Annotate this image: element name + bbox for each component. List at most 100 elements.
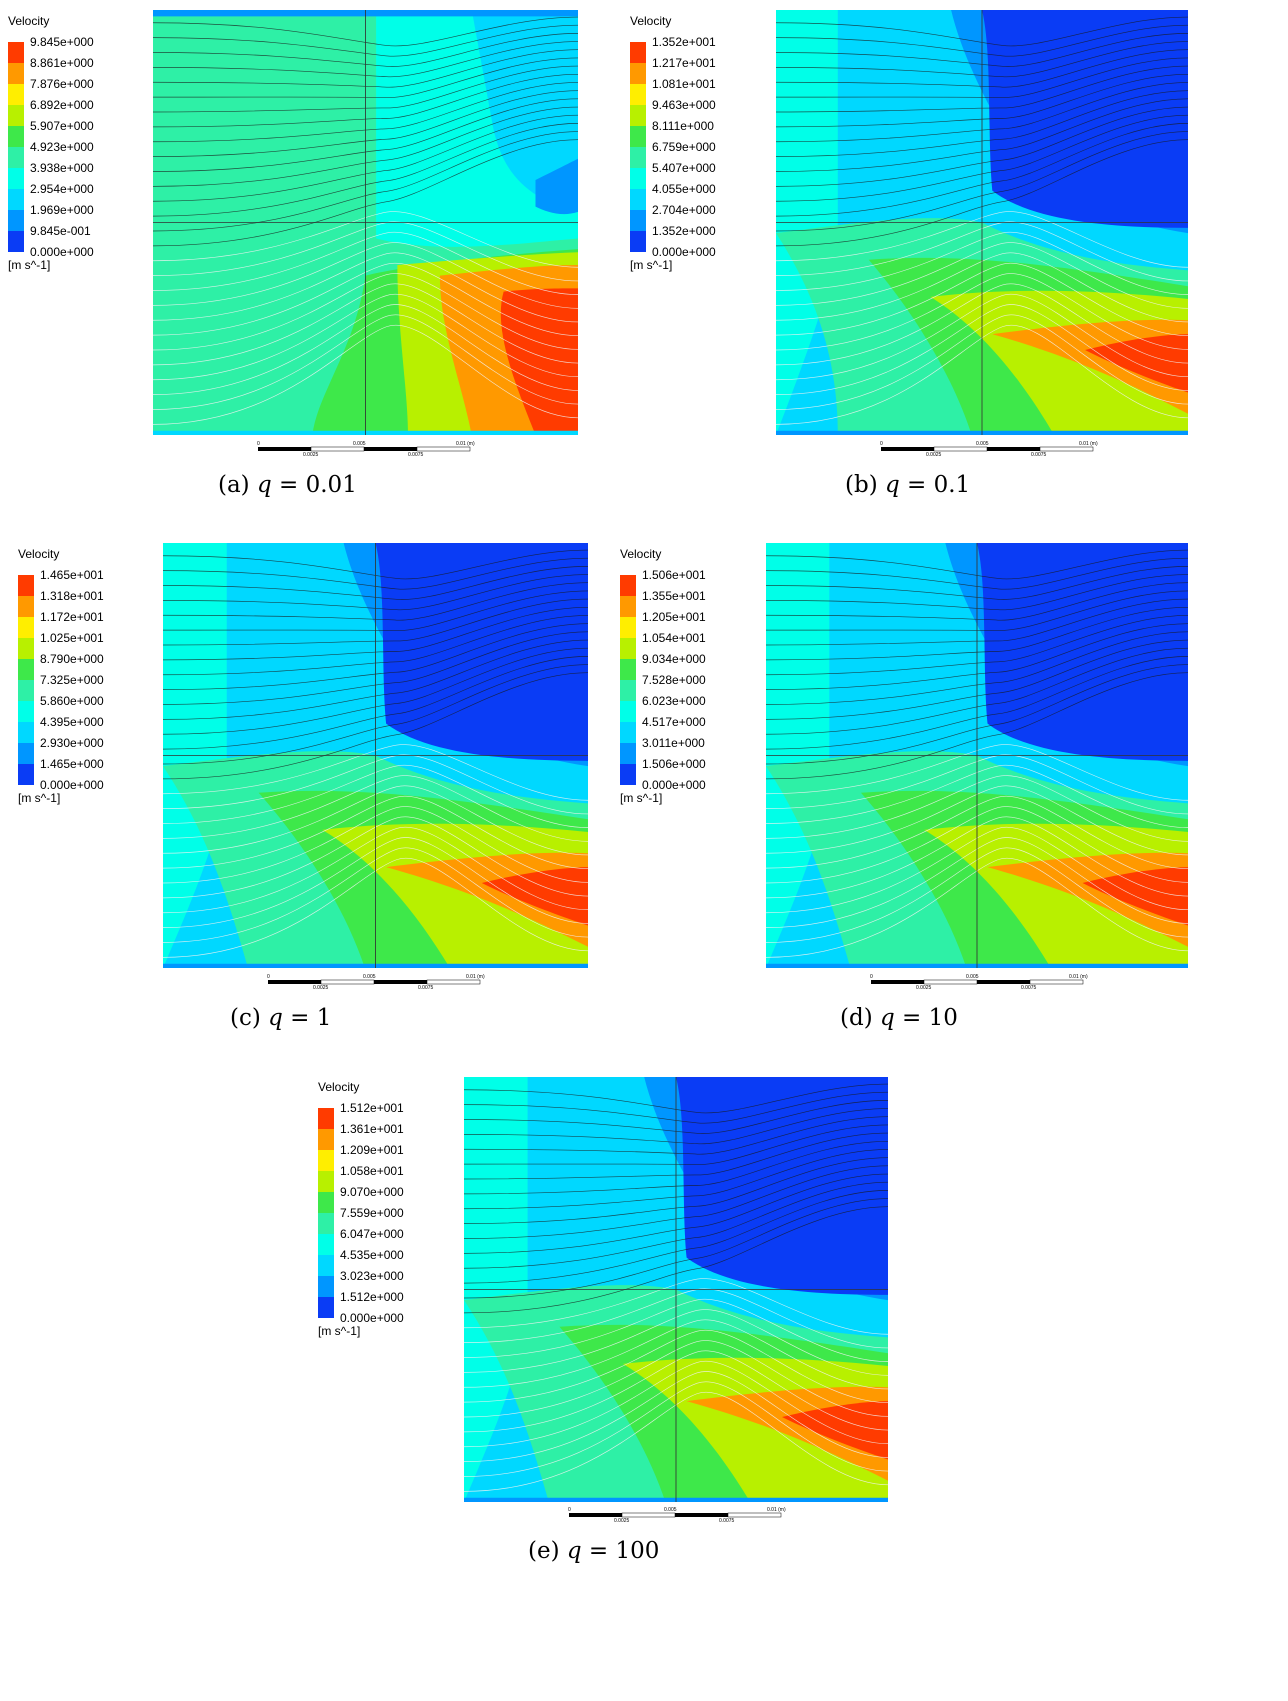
scale-tick-end: 0.01 (m): [1069, 974, 1088, 980]
streamline: [153, 114, 578, 202]
legend-swatch: [630, 147, 646, 168]
streamline: [464, 1381, 888, 1477]
streamline: [163, 664, 588, 765]
legend-value: 1.352e+000: [652, 224, 716, 238]
streamline: [153, 90, 578, 157]
streamline: [464, 1132, 888, 1180]
subfigure-caption: (b) q = 0.1: [845, 472, 970, 498]
scale-seg: [727, 1512, 782, 1518]
scale-tick-end: 0.01 (m): [466, 974, 485, 980]
streamline: [153, 98, 578, 172]
streamline: [163, 574, 588, 611]
legend-unit: [m s^-1]: [620, 791, 663, 805]
streamline: [766, 744, 1188, 801]
streamlines: [464, 1083, 888, 1492]
legend-swatch: [318, 1297, 334, 1318]
scale-tick-0: 0: [568, 1507, 571, 1513]
legend-swatch: [18, 743, 34, 764]
streamlines: [153, 16, 578, 425]
streamline: [163, 837, 588, 928]
streamline: [776, 211, 1188, 268]
scale-seg: [933, 446, 988, 452]
legend-swatch: [620, 680, 636, 701]
legend-value: 4.923e+000: [30, 140, 94, 154]
scale-seg: [310, 446, 365, 452]
legend-value: 1.352e+001: [652, 35, 716, 49]
legend-value: 4.517e+000: [642, 715, 706, 729]
streamline: [153, 273, 578, 351]
scale-tick-mid: 0.005: [966, 974, 979, 980]
streamline: [776, 242, 1188, 309]
streamline: [464, 1360, 888, 1448]
legend-value: 1.512e+001: [340, 1101, 404, 1115]
legend-swatch: [18, 596, 34, 617]
streamline: [766, 647, 1188, 735]
legend-value: 3.023e+000: [340, 1269, 404, 1283]
streamline: [776, 41, 1188, 78]
subfigure-caption: (d) q = 10: [840, 1005, 958, 1031]
legend-value: 1.512e+000: [340, 1290, 404, 1304]
legend-value: 1.506e+001: [642, 568, 706, 582]
legend-value: 2.954e+000: [30, 182, 94, 196]
legend-labels: 1.512e+001 1.361e+001 1.209e+001 1.058e+001…: [340, 1101, 404, 1332]
streamline: [153, 82, 578, 143]
legend-labels: 1.506e+001 1.355e+001 1.205e+001 1.054e+001…: [642, 568, 706, 799]
streamline: [464, 1108, 888, 1145]
legend-title: Velocity: [318, 1080, 360, 1094]
legend-value: 0.000e+000: [652, 245, 716, 259]
streamline: [776, 57, 1188, 98]
streamline: [163, 566, 588, 600]
legend-swatch: [18, 659, 34, 680]
scale-tick-end: 0.01 (m): [1079, 441, 1098, 447]
legend-swatch: [18, 617, 34, 638]
legend-swatch: [18, 575, 34, 596]
legend-swatch: [620, 764, 636, 785]
caption-label: (e): [528, 1538, 567, 1564]
legend-swatch: [8, 42, 24, 63]
legend-value: 1.172e+001: [40, 610, 104, 624]
streamlines: [766, 549, 1188, 958]
legend-swatch: [18, 722, 34, 743]
streamline: [776, 98, 1188, 172]
legend-swatch: [630, 126, 646, 147]
legend-value: 1.355e+001: [642, 589, 706, 603]
velocity-contour-plot: [464, 1077, 888, 1502]
scale-tick-0: 0: [267, 974, 270, 980]
legend-value: 6.047e+000: [340, 1227, 404, 1241]
streamline: [776, 283, 1188, 366]
legend-value: 4.535e+000: [340, 1248, 404, 1262]
streamline: [464, 1340, 888, 1418]
streamline: [776, 82, 1188, 143]
streamline: [153, 314, 578, 410]
scale-minor-tick: 0.0075: [408, 452, 424, 458]
band-blue: [375, 543, 588, 761]
streamline: [766, 615, 1188, 676]
streamline: [153, 211, 578, 268]
legend-value: 1.209e+001: [340, 1143, 404, 1157]
caption-variable: q: [566, 1538, 582, 1564]
streamline: [766, 582, 1188, 621]
streamline: [464, 1190, 888, 1284]
streamline: [766, 566, 1188, 600]
legend-value: 4.055e+000: [652, 182, 716, 196]
scale-seg: [881, 447, 934, 451]
band-blue: [982, 10, 1188, 228]
streamline: [766, 639, 1188, 720]
scale-bar: 0 0.005 0.01 (m) 0.0025 0.0075: [866, 973, 1106, 995]
streamline: [464, 1149, 888, 1210]
caption-label: (b): [845, 472, 885, 498]
scale-seg: [268, 980, 321, 984]
legend-value: 7.325e+000: [40, 673, 104, 687]
legend-value: 9.463e+000: [652, 98, 716, 112]
legend-swatch: [620, 743, 636, 764]
legend-value: 0.000e+000: [30, 245, 94, 259]
streamline: [153, 106, 578, 187]
streamline: [766, 775, 1188, 842]
streamline: [163, 631, 588, 705]
streamline: [153, 283, 578, 366]
legend-swatch: [630, 63, 646, 84]
caption-value: = 0.01: [271, 472, 357, 498]
streamline: [766, 816, 1188, 899]
scale-tick-mid: 0.005: [353, 441, 366, 447]
streamline: [766, 672, 1188, 780]
